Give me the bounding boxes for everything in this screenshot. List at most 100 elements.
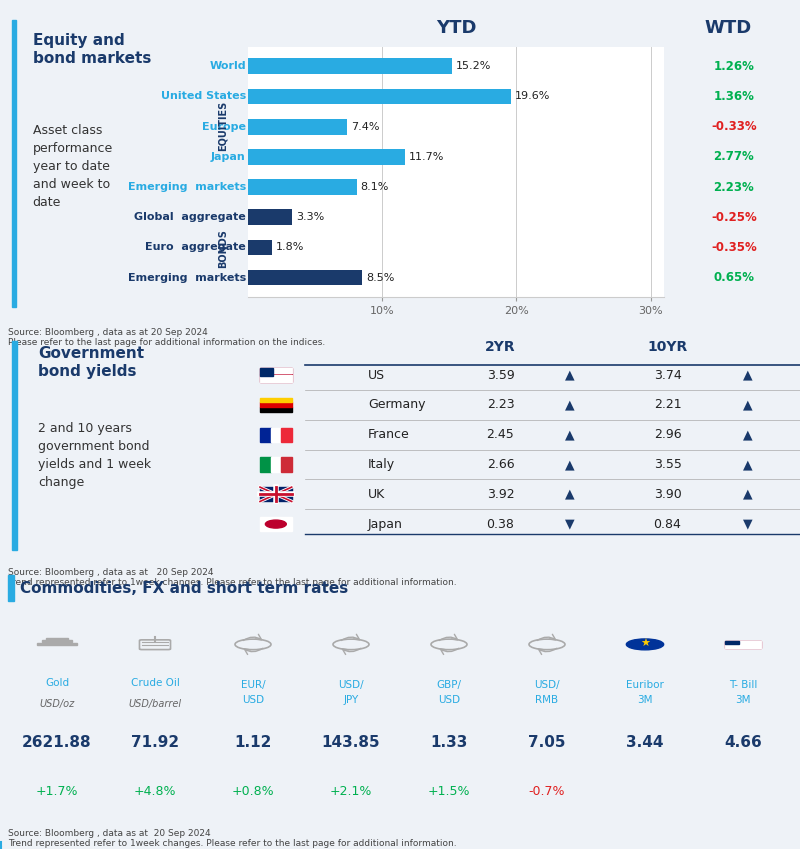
Text: ▲: ▲ <box>743 398 753 412</box>
Text: 1.8%: 1.8% <box>276 242 305 252</box>
Text: GBP/: GBP/ <box>437 680 462 690</box>
Text: WTD: WTD <box>704 19 752 37</box>
Text: 1.36%: 1.36% <box>714 90 754 103</box>
Text: Europe: Europe <box>202 121 246 132</box>
Text: JPY: JPY <box>343 694 358 705</box>
Text: US: US <box>368 368 385 381</box>
Bar <box>248 179 357 195</box>
Bar <box>726 647 761 648</box>
Circle shape <box>626 639 664 649</box>
Text: Government
bond yields: Government bond yields <box>38 346 144 380</box>
Text: ▲: ▲ <box>743 428 753 441</box>
Text: 2.45: 2.45 <box>486 428 514 441</box>
Bar <box>260 381 292 382</box>
Text: USD/: USD/ <box>338 680 364 690</box>
Text: Asset class
performance
year to date
and week to
date: Asset class performance year to date and… <box>33 124 113 209</box>
Text: 3.3%: 3.3% <box>296 212 325 222</box>
Bar <box>42 640 72 643</box>
Text: Japan: Japan <box>368 518 403 531</box>
Bar <box>260 458 270 472</box>
Text: Italy: Italy <box>368 458 395 471</box>
Text: Germany: Germany <box>368 398 426 412</box>
Text: Emerging  markets: Emerging markets <box>127 182 246 192</box>
Text: ▲: ▲ <box>743 458 753 471</box>
Text: ★: ★ <box>640 639 650 649</box>
Text: Source: Bloomberg , data as at 20 Sep 2024
Please refer to the last page for add: Source: Bloomberg , data as at 20 Sep 20… <box>8 328 326 347</box>
Text: -0.25%: -0.25% <box>711 211 757 223</box>
Text: 2.23: 2.23 <box>486 398 514 412</box>
Bar <box>11 20 16 307</box>
Circle shape <box>266 520 286 528</box>
Text: 10YR: 10YR <box>647 340 688 355</box>
Bar <box>260 379 292 380</box>
Text: 3.92: 3.92 <box>486 488 514 501</box>
Text: 3M: 3M <box>638 694 653 705</box>
Text: 2621.88: 2621.88 <box>22 735 92 751</box>
Text: 2.96: 2.96 <box>654 428 682 441</box>
Bar <box>726 641 761 642</box>
Text: 2 and 10 years
government bond
yields and 1 week
change: 2 and 10 years government bond yields an… <box>38 422 151 489</box>
Bar <box>248 119 347 134</box>
Bar <box>726 643 761 644</box>
Bar <box>726 641 761 648</box>
Text: USD/barrel: USD/barrel <box>129 700 182 710</box>
Bar <box>726 641 739 644</box>
Text: 1.12: 1.12 <box>234 735 272 751</box>
Text: ▲: ▲ <box>565 458 574 471</box>
Text: 1.33: 1.33 <box>430 735 468 751</box>
Bar <box>260 374 292 375</box>
Text: Commodities, FX and short term rates: Commodities, FX and short term rates <box>20 581 348 596</box>
Text: EQUITIES: EQUITIES <box>218 101 228 151</box>
Text: RMB: RMB <box>535 694 558 705</box>
Bar <box>270 458 281 472</box>
Bar <box>248 270 362 285</box>
Text: UK: UK <box>368 488 386 501</box>
Bar <box>260 428 270 441</box>
Text: 0.38: 0.38 <box>486 518 514 531</box>
Text: EUR/: EUR/ <box>241 680 266 690</box>
Bar <box>248 149 405 165</box>
Text: -0.33%: -0.33% <box>711 121 757 133</box>
Text: 0.84: 0.84 <box>654 518 682 531</box>
Bar <box>260 402 292 408</box>
Text: 3.74: 3.74 <box>654 368 682 381</box>
Bar <box>248 88 511 104</box>
Text: USD: USD <box>242 694 264 705</box>
Text: USD: USD <box>438 694 460 705</box>
Bar <box>726 645 761 646</box>
Text: Crude Oil: Crude Oil <box>130 678 179 688</box>
Text: Source: Bloomberg , data as at   20 Sep 2024
Trend represented refer to 1week ch: Source: Bloomberg , data as at 20 Sep 20… <box>8 567 457 587</box>
Text: -0.35%: -0.35% <box>711 241 757 254</box>
Text: 1.26%: 1.26% <box>714 59 754 73</box>
Text: 15.2%: 15.2% <box>456 61 491 71</box>
Text: 2.77%: 2.77% <box>714 150 754 163</box>
Bar <box>248 210 292 225</box>
Text: ▲: ▲ <box>743 488 753 501</box>
Bar <box>260 397 292 402</box>
Text: +2.1%: +2.1% <box>330 784 372 797</box>
Text: 0.65%: 0.65% <box>714 271 754 284</box>
Text: 2YR: 2YR <box>485 340 516 355</box>
Text: 3.44: 3.44 <box>626 735 664 751</box>
Bar <box>38 643 77 645</box>
Text: BONDS: BONDS <box>218 229 228 268</box>
Text: -0.7%: -0.7% <box>529 784 566 797</box>
Text: 19.6%: 19.6% <box>515 92 550 102</box>
Bar <box>281 458 292 472</box>
Text: ▼: ▼ <box>743 518 753 531</box>
Bar <box>260 368 273 375</box>
Bar <box>260 370 292 371</box>
Bar <box>260 373 292 374</box>
Bar <box>12 341 17 550</box>
Text: YTD: YTD <box>436 19 476 37</box>
Text: 143.85: 143.85 <box>322 735 380 751</box>
Text: 8.1%: 8.1% <box>361 182 389 192</box>
Bar <box>281 428 292 441</box>
Text: 3.90: 3.90 <box>654 488 682 501</box>
Text: 71.92: 71.92 <box>131 735 179 751</box>
Text: ▲: ▲ <box>743 368 753 381</box>
Text: 3.55: 3.55 <box>654 458 682 471</box>
Text: 4.66: 4.66 <box>724 735 762 751</box>
Bar <box>46 638 68 640</box>
Text: ▲: ▲ <box>565 428 574 441</box>
